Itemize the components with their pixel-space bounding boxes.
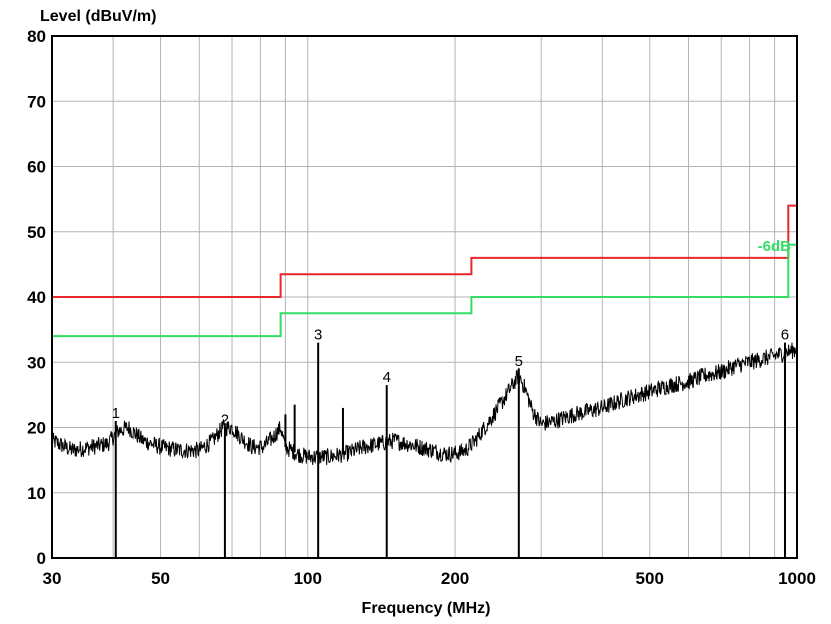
y-tick-label: 40 <box>27 288 46 307</box>
x-tick-label: 50 <box>151 569 170 588</box>
y-tick-label: 20 <box>27 419 46 438</box>
spectrum-trace <box>51 342 798 466</box>
y-tick-labels: 0 10 20 30 40 50 60 70 80 <box>27 27 46 568</box>
y-tick-label: 30 <box>27 353 46 372</box>
y-tick-label: 70 <box>27 92 46 111</box>
plot-frame <box>51 35 798 559</box>
marker-label: 2 <box>221 412 229 429</box>
marker-label: 6 <box>781 327 789 344</box>
marker-label: 5 <box>515 353 523 370</box>
y-tick-label: 0 <box>37 549 46 568</box>
y-axis-label: Level (dBuV/m) <box>40 8 156 25</box>
x-tick-label: 200 <box>441 569 469 588</box>
limit-line-limit <box>52 204 797 298</box>
x-tick-label: 1000 <box>778 569 816 588</box>
spectrum-line <box>51 342 798 466</box>
marker-label: 4 <box>383 369 391 386</box>
limit-line-label: -6dB <box>758 238 792 255</box>
y-tick-label: 80 <box>27 27 46 46</box>
y-tick-label: 60 <box>27 158 46 177</box>
x-tick-label: 500 <box>636 569 664 588</box>
limit-line-margin <box>52 243 797 338</box>
y-tick-label: 10 <box>27 484 46 503</box>
peak-markers: 1 2 3 4 5 6 <box>112 327 789 558</box>
x-tick-labels: 30 50 100 200 500 1000 <box>43 569 816 588</box>
x-tick-label: 30 <box>43 569 62 588</box>
limit-lines: -6dB <box>52 204 797 338</box>
x-tick-label: 100 <box>294 569 322 588</box>
y-tick-label: 50 <box>27 223 46 242</box>
x-axis-label: Frequency (MHz) <box>362 600 491 617</box>
marker-label: 1 <box>112 405 120 422</box>
marker-label: 3 <box>314 327 322 344</box>
